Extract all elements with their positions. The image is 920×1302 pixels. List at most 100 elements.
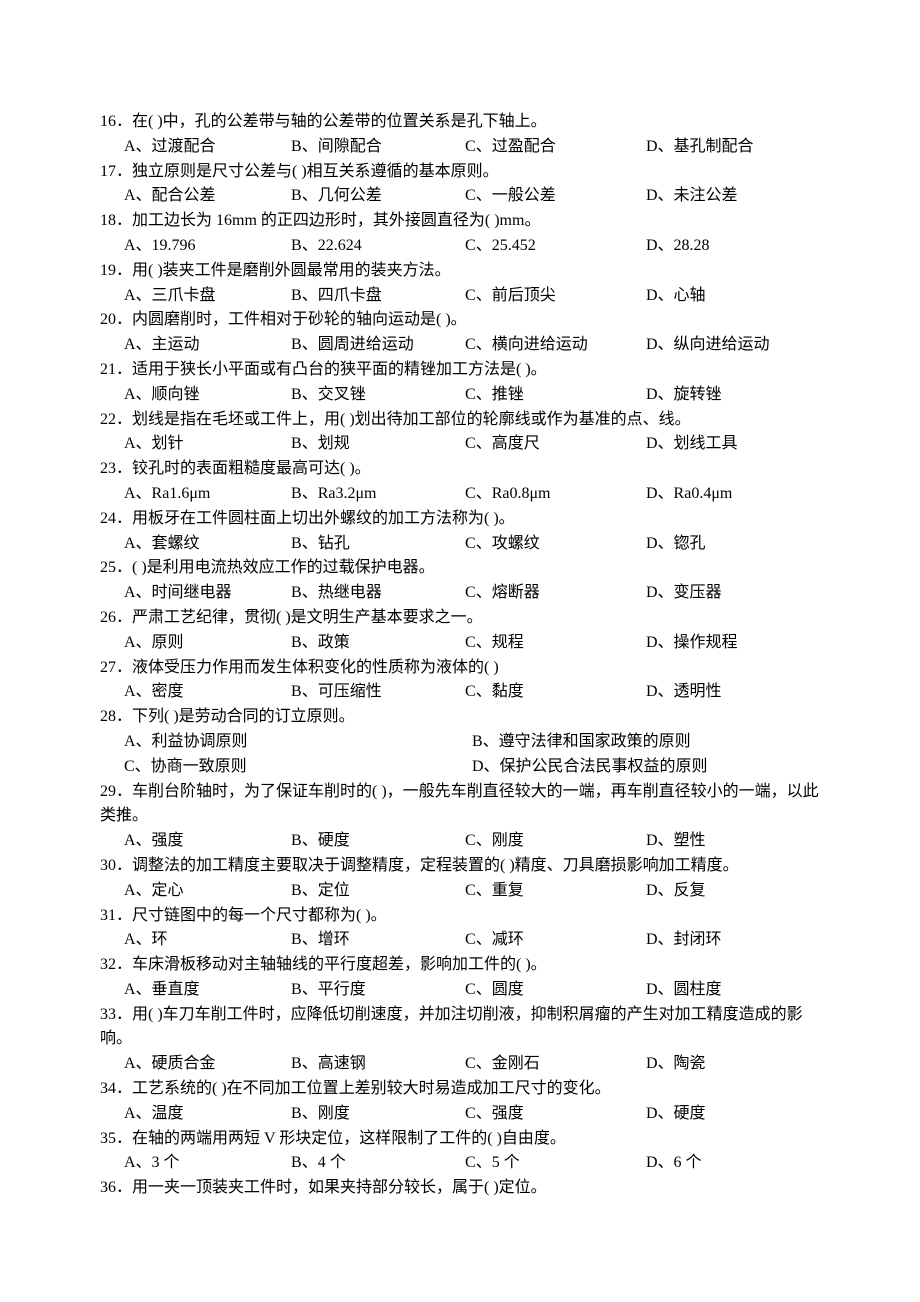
question-22: 22．划线是指在毛坯或工件上，用( )划出待加工部位的轮廓线或作为基准的点、线。…: [100, 408, 820, 458]
option-d: D、基孔制配合: [646, 135, 820, 160]
options-row: A、过渡配合B、间隙配合C、过盈配合D、基孔制配合: [100, 135, 820, 160]
option-b: B、定位: [291, 879, 465, 904]
question-text: 21．适用于狭长小平面或有凸台的狭平面的精锉加工方法是( )。: [100, 358, 820, 383]
question-text: 31．尺寸链图中的每一个尺寸都称为( )。: [100, 904, 820, 929]
question-text: 30．调整法的加工精度主要取决于调整精度，定程装置的( )精度、刀具磨损影响加工…: [100, 854, 820, 879]
options-row: A、环B、增环C、减环D、封闭环: [100, 928, 820, 953]
option-d: D、未注公差: [646, 184, 820, 209]
option-d: D、圆柱度: [646, 978, 820, 1003]
options-row-2: C、协商一致原则D、保护公民合法民事权益的原则: [100, 755, 820, 780]
option-c: C、25.452: [465, 234, 646, 259]
question-32: 32．车床滑板移动对主轴轴线的平行度超差，影响加工件的( )。A、垂直度B、平行…: [100, 953, 820, 1003]
question-text: 28．下列( )是劳动合同的订立原则。: [100, 705, 820, 730]
option-a: A、三爪卡盘: [124, 284, 291, 309]
option-b: B、钻孔: [291, 532, 465, 557]
option-c: C、强度: [465, 1102, 646, 1127]
options-row: A、套螺纹B、钻孔C、攻螺纹D、锪孔: [100, 532, 820, 557]
question-text: 24．用板牙在工件圆柱面上切出外螺纹的加工方法称为( )。: [100, 507, 820, 532]
options-row: A、顺向锉B、交叉锉C、推锉D、旋转锉: [100, 383, 820, 408]
option-c: C、横向进给运动: [465, 333, 646, 358]
question-16: 16．在( )中，孔的公差带与轴的公差带的位置关系是孔下轴上。A、过渡配合B、间…: [100, 110, 820, 160]
option-d: D、反复: [646, 879, 820, 904]
question-text: 35．在轴的两端用两短 V 形块定位，这样限制了工件的( )自由度。: [100, 1127, 820, 1152]
option-a: A、套螺纹: [124, 532, 291, 557]
question-17: 17．独立原则是尺寸公差与( )相互关系遵循的基本原则。A、配合公差B、几何公差…: [100, 160, 820, 210]
option-b: B、圆周进给运动: [291, 333, 465, 358]
question-31: 31．尺寸链图中的每一个尺寸都称为( )。A、环B、增环C、减环D、封闭环: [100, 904, 820, 954]
question-23: 23．铰孔时的表面粗糙度最高可达( )。A、Ra1.6μmB、Ra3.2μmC、…: [100, 457, 820, 507]
question-text: 27．液体受压力作用而发生体积变化的性质称为液体的( ): [100, 656, 820, 681]
option-c: C、减环: [465, 928, 646, 953]
option-a: A、19.796: [124, 234, 291, 259]
option-d: D、纵向进给运动: [646, 333, 820, 358]
question-18: 18．加工边长为 16mm 的正四边形时，其外接圆直径为( )mm。A、19.7…: [100, 209, 820, 259]
option-d: D、塑性: [646, 829, 820, 854]
option-b: B、硬度: [291, 829, 465, 854]
options-row-1: A、利益协调原则B、遵守法律和国家政策的原则: [100, 730, 820, 755]
option-c: C、协商一致原则: [124, 755, 472, 780]
question-20: 20．内圆磨削时，工件相对于砂轮的轴向运动是( )。A、主运动B、圆周进给运动C…: [100, 308, 820, 358]
option-c: C、过盈配合: [465, 135, 646, 160]
option-a: A、硬质合金: [124, 1052, 291, 1077]
option-c: C、重复: [465, 879, 646, 904]
option-b: B、热继电器: [291, 581, 465, 606]
question-33: 33．用( )车刀车削工件时，应降低切削速度，并加注切削液，抑制积屑瘤的产生对加…: [100, 1003, 820, 1077]
option-a: A、过渡配合: [124, 135, 291, 160]
option-b: B、Ra3.2μm: [291, 482, 465, 507]
options-row: A、配合公差B、几何公差C、一般公差D、未注公差: [100, 184, 820, 209]
option-c: C、一般公差: [465, 184, 646, 209]
question-36: 36．用一夹一顶装夹工件时，如果夹持部分较长，属于( )定位。: [100, 1176, 820, 1201]
question-25: 25．( )是利用电流热效应工作的过载保护电器。A、时间继电器B、热继电器C、熔…: [100, 556, 820, 606]
question-text: 16．在( )中，孔的公差带与轴的公差带的位置关系是孔下轴上。: [100, 110, 820, 135]
option-a: A、Ra1.6μm: [124, 482, 291, 507]
options-row: A、19.796B、22.624C、25.452D、28.28: [100, 234, 820, 259]
option-b: B、政策: [291, 631, 465, 656]
option-b: B、遵守法律和国家政策的原则: [472, 730, 820, 755]
option-d: D、划线工具: [646, 432, 820, 457]
option-c: C、推锉: [465, 383, 646, 408]
options-row: A、硬质合金B、高速钢C、金刚石D、陶瓷: [100, 1052, 820, 1077]
question-27: 27．液体受压力作用而发生体积变化的性质称为液体的( )A、密度B、可压缩性C、…: [100, 656, 820, 706]
option-c: C、刚度: [465, 829, 646, 854]
option-a: A、利益协调原则: [124, 730, 472, 755]
option-b: B、增环: [291, 928, 465, 953]
option-d: D、心轴: [646, 284, 820, 309]
option-b: B、22.624: [291, 234, 465, 259]
option-b: B、可压缩性: [291, 680, 465, 705]
option-b: B、刚度: [291, 1102, 465, 1127]
option-b: B、划规: [291, 432, 465, 457]
options-row: A、密度B、可压缩性C、黏度D、透明性: [100, 680, 820, 705]
question-35: 35．在轴的两端用两短 V 形块定位，这样限制了工件的( )自由度。A、3 个B…: [100, 1127, 820, 1177]
option-c: C、5 个: [465, 1151, 646, 1176]
option-b: B、间隙配合: [291, 135, 465, 160]
option-c: C、规程: [465, 631, 646, 656]
option-c: C、前后顶尖: [465, 284, 646, 309]
option-c: C、金刚石: [465, 1052, 646, 1077]
question-21: 21．适用于狭长小平面或有凸台的狭平面的精锉加工方法是( )。A、顺向锉B、交叉…: [100, 358, 820, 408]
question-29: 29．车削台阶轴时，为了保证车削时的( )，一般先车削直径较大的一端，再车削直径…: [100, 780, 820, 854]
question-text: 32．车床滑板移动对主轴轴线的平行度超差，影响加工件的( )。: [100, 953, 820, 978]
question-text: 19．用( )装夹工件是磨削外圆最常用的装夹方法。: [100, 259, 820, 284]
option-a: A、温度: [124, 1102, 291, 1127]
question-text: 33．用( )车刀车削工件时，应降低切削速度，并加注切削液，抑制积屑瘤的产生对加…: [100, 1003, 820, 1053]
option-c: C、Ra0.8μm: [465, 482, 646, 507]
option-d: D、6 个: [646, 1151, 820, 1176]
option-c: C、圆度: [465, 978, 646, 1003]
option-a: A、时间继电器: [124, 581, 291, 606]
option-a: A、3 个: [124, 1151, 291, 1176]
options-row: A、原则B、政策C、规程D、操作规程: [100, 631, 820, 656]
option-d: D、Ra0.4μm: [646, 482, 820, 507]
question-text: 29．车削台阶轴时，为了保证车削时的( )，一般先车削直径较大的一端，再车削直径…: [100, 780, 820, 830]
question-text: 23．铰孔时的表面粗糙度最高可达( )。: [100, 457, 820, 482]
question-34: 34．工艺系统的( )在不同加工位置上差别较大时易造成加工尺寸的变化。A、温度B…: [100, 1077, 820, 1127]
question-text: 22．划线是指在毛坯或工件上，用( )划出待加工部位的轮廓线或作为基准的点、线。: [100, 408, 820, 433]
option-d: D、变压器: [646, 581, 820, 606]
option-a: A、原则: [124, 631, 291, 656]
option-a: A、划针: [124, 432, 291, 457]
option-b: B、平行度: [291, 978, 465, 1003]
option-a: A、垂直度: [124, 978, 291, 1003]
option-c: C、高度尺: [465, 432, 646, 457]
option-d: D、封闭环: [646, 928, 820, 953]
options-row: A、定心B、定位C、重复D、反复: [100, 879, 820, 904]
option-b: B、交叉锉: [291, 383, 465, 408]
